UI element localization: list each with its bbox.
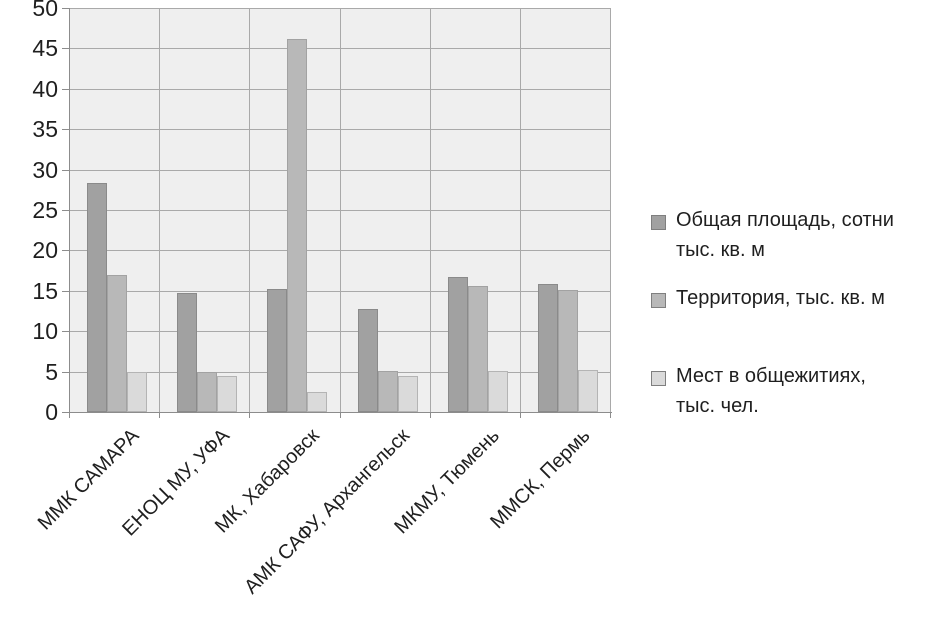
y-axis-tick xyxy=(62,331,69,333)
y-tick-label: 0 xyxy=(45,399,58,425)
bar-series2-cat4 xyxy=(377,370,398,412)
legend-label: Мест в общежитиях, тыс. чел. xyxy=(676,361,866,421)
gridline-vertical xyxy=(610,8,611,412)
legend-item-3: Мест в общежитиях, тыс. чел. xyxy=(651,361,866,421)
bar-series3-cat3 xyxy=(307,391,328,412)
x-axis-tick xyxy=(249,412,251,418)
legend-swatch xyxy=(651,371,666,386)
y-tick-label: 50 xyxy=(32,0,58,21)
y-tick-label: 15 xyxy=(32,277,58,304)
bar-series2-cat5 xyxy=(467,286,488,412)
x-axis-tick xyxy=(519,412,521,418)
bar-series1-cat4 xyxy=(357,308,378,412)
y-tick-label: 25 xyxy=(32,197,58,223)
legend-label: Общая площадь, сотни тыс. кв. м xyxy=(676,205,894,265)
bar-series1-cat3 xyxy=(267,289,288,412)
bar-series2-cat6 xyxy=(557,290,578,412)
gridline-vertical xyxy=(159,8,161,412)
legend-label: Территория, тыс. кв. м xyxy=(676,283,885,313)
legend-label-line: Общая площадь, сотни xyxy=(676,209,894,231)
gridline-vertical xyxy=(339,8,341,412)
bar-series2-cat3 xyxy=(287,38,308,412)
legend-item-1: Общая площадь, сотни тыс. кв. м xyxy=(651,205,894,265)
bar-series3-cat1 xyxy=(127,371,148,412)
legend-label-line: Территория, тыс. кв. м xyxy=(676,287,885,309)
bar-series3-cat5 xyxy=(487,370,508,412)
x-axis-tick xyxy=(339,412,341,418)
x-category-label: АМК САФУ, Архангельск xyxy=(240,424,414,599)
x-axis-tick xyxy=(429,412,431,418)
gridline-vertical xyxy=(519,8,521,412)
x-axis-tick xyxy=(159,412,161,418)
y-tick-label: 35 xyxy=(32,116,58,143)
x-axis-tick xyxy=(610,412,611,418)
y-tick-label: 5 xyxy=(45,358,58,385)
legend-label-line: тыс. кв. м xyxy=(676,239,765,261)
legend-item-2: Территория, тыс. кв. м xyxy=(651,283,885,313)
bar-series2-cat2 xyxy=(197,372,218,412)
y-axis-line xyxy=(69,8,70,413)
y-axis-tick xyxy=(62,371,69,373)
gridline-vertical xyxy=(249,8,251,412)
bar-series3-cat4 xyxy=(397,376,418,412)
bar-series1-cat5 xyxy=(447,277,468,412)
bar-series1-cat1 xyxy=(87,182,108,412)
y-tick-label: 30 xyxy=(32,156,58,183)
y-tick-label: 20 xyxy=(32,237,58,264)
legend-label-line: тыс. чел. xyxy=(676,395,759,417)
legend-swatch xyxy=(651,215,666,230)
y-tick-label: 45 xyxy=(32,35,58,62)
y-axis-tick xyxy=(62,129,69,131)
gridline-vertical xyxy=(429,8,431,412)
legend-swatch xyxy=(651,293,666,308)
x-axis-tick xyxy=(69,412,70,418)
legend-label-line: Мест в общежитиях, xyxy=(676,365,866,387)
bar-series3-cat6 xyxy=(577,370,598,412)
bar-series2-cat1 xyxy=(107,274,128,412)
y-axis-tick xyxy=(62,48,69,50)
y-axis-tick xyxy=(62,210,69,211)
y-axis-tick xyxy=(62,8,69,9)
y-tick-label: 40 xyxy=(32,75,58,102)
x-axis-line xyxy=(62,412,612,413)
y-tick-label: 10 xyxy=(32,318,58,345)
y-axis-tick xyxy=(62,169,69,171)
bar-series3-cat2 xyxy=(217,376,238,412)
bar-series1-cat2 xyxy=(177,293,198,412)
y-axis-tick xyxy=(62,250,69,252)
bar-series1-cat6 xyxy=(537,283,558,412)
y-axis-tick xyxy=(62,88,69,90)
y-axis-tick xyxy=(62,290,69,292)
y-axis-tick xyxy=(62,412,69,413)
